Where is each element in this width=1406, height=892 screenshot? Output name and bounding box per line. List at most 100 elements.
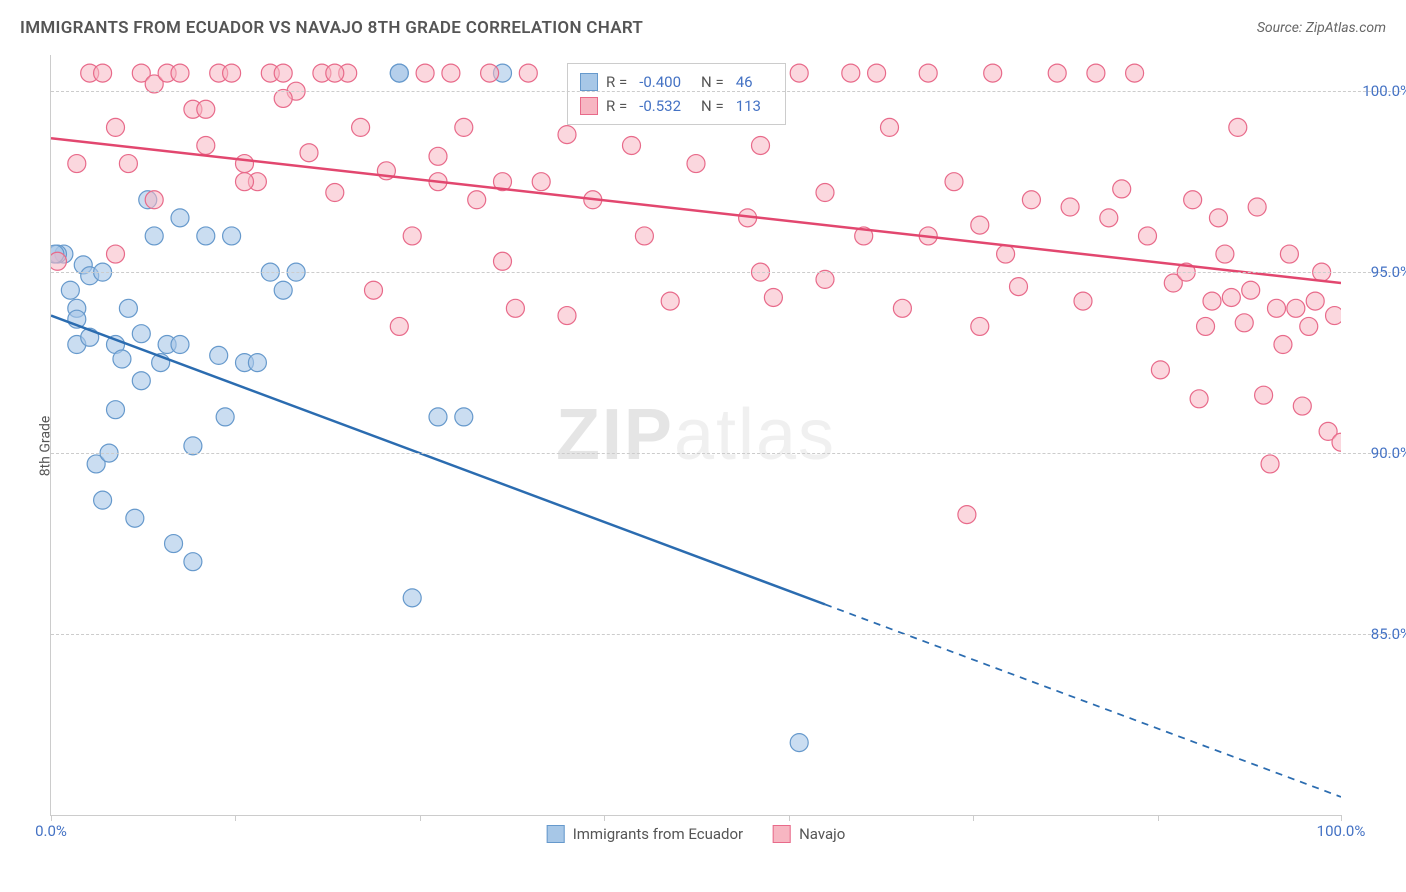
scatter-point xyxy=(171,64,189,82)
scatter-point xyxy=(1287,299,1305,317)
scatter-point xyxy=(868,64,886,82)
scatter-point xyxy=(145,191,163,209)
scatter-point xyxy=(68,299,86,317)
stat-value-r: -0.400 xyxy=(639,70,681,94)
scatter-point xyxy=(1087,64,1105,82)
legend-item: Navajo xyxy=(773,825,845,843)
trend-line xyxy=(51,316,825,605)
scatter-point xyxy=(1242,281,1260,299)
scatter-point xyxy=(171,336,189,354)
scatter-point xyxy=(790,734,808,752)
scatter-point xyxy=(842,64,860,82)
stat-label-r: R = xyxy=(606,70,627,94)
legend-label: Immigrants from Ecuador xyxy=(573,825,743,843)
scatter-point xyxy=(855,227,873,245)
scatter-point xyxy=(1255,386,1273,404)
scatter-point xyxy=(455,118,473,136)
scatter-point xyxy=(1113,180,1131,198)
scatter-point xyxy=(635,227,653,245)
x-tick xyxy=(973,815,974,821)
scatter-point xyxy=(236,155,254,173)
scatter-point xyxy=(1229,118,1247,136)
scatter-point xyxy=(145,227,163,245)
scatter-point xyxy=(1222,288,1240,306)
scatter-point xyxy=(1203,292,1221,310)
stats-legend-row: R =-0.400N =46 xyxy=(580,70,773,94)
trend-line xyxy=(51,138,1341,283)
scatter-point xyxy=(919,227,937,245)
legend-item: Immigrants from Ecuador xyxy=(547,825,743,843)
scatter-point xyxy=(339,64,357,82)
scatter-point xyxy=(236,354,254,372)
y-tick-label: 95.0% xyxy=(1371,263,1406,281)
scatter-point xyxy=(132,325,150,343)
x-tick xyxy=(51,815,52,821)
scatter-point xyxy=(506,299,524,317)
stats-legend-row: R =-0.532N =113 xyxy=(580,94,773,118)
scatter-point xyxy=(197,227,215,245)
x-tick xyxy=(604,815,605,821)
scatter-point xyxy=(94,491,112,509)
x-tick-label: 0.0% xyxy=(35,822,67,840)
title-bar: IMMIGRANTS FROM ECUADOR VS NAVAJO 8TH GR… xyxy=(20,18,1386,38)
scatter-point xyxy=(558,307,576,325)
scatter-point xyxy=(119,299,137,317)
scatter-point xyxy=(752,136,770,154)
stats-legend: R =-0.400N =46R =-0.532N =113 xyxy=(567,63,786,125)
scatter-point xyxy=(51,245,66,263)
scatter-point xyxy=(881,118,899,136)
scatter-point xyxy=(94,64,112,82)
scatter-point xyxy=(764,288,782,306)
chart-container: IMMIGRANTS FROM ECUADOR VS NAVAJO 8TH GR… xyxy=(0,0,1406,892)
scatter-point xyxy=(481,64,499,82)
legend-swatch xyxy=(547,825,565,843)
scatter-point xyxy=(107,245,125,263)
y-tick-label: 90.0% xyxy=(1371,444,1406,462)
series-legend: Immigrants from Ecuador Navajo xyxy=(547,825,846,843)
scatter-point xyxy=(81,328,99,346)
legend-swatch xyxy=(580,73,598,91)
scatter-point xyxy=(68,310,86,328)
scatter-point xyxy=(1268,299,1286,317)
scatter-point xyxy=(87,455,105,473)
scatter-point xyxy=(126,509,144,527)
watermark: ZIPatlas xyxy=(556,394,836,476)
stat-value-r: -0.532 xyxy=(639,94,681,118)
scatter-point xyxy=(171,209,189,227)
scatter-point xyxy=(661,292,679,310)
scatter-point xyxy=(519,64,537,82)
scatter-point xyxy=(893,299,911,317)
legend-swatch xyxy=(580,97,598,115)
legend-swatch xyxy=(773,825,791,843)
scatter-point xyxy=(210,64,228,82)
scatter-point xyxy=(1197,317,1215,335)
scatter-point xyxy=(210,346,228,364)
scatter-point xyxy=(1074,292,1092,310)
scatter-point xyxy=(1126,64,1144,82)
plot-area: ZIPatlas R =-0.400N =46R =-0.532N =113 I… xyxy=(50,55,1341,816)
scatter-point xyxy=(945,173,963,191)
x-tick xyxy=(789,815,790,821)
scatter-point xyxy=(997,245,1015,263)
scatter-point xyxy=(390,64,408,82)
scatter-point xyxy=(532,173,550,191)
scatter-point xyxy=(1274,336,1292,354)
scatter-point xyxy=(442,64,460,82)
scatter-point xyxy=(223,64,241,82)
scatter-point xyxy=(51,252,66,270)
scatter-point xyxy=(1184,191,1202,209)
scatter-point xyxy=(1190,390,1208,408)
scatter-point xyxy=(248,173,266,191)
scatter-point xyxy=(1332,433,1341,451)
scatter-point xyxy=(1061,198,1079,216)
y-tick-label: 100.0% xyxy=(1362,82,1406,100)
scatter-point xyxy=(1209,209,1227,227)
scatter-point xyxy=(403,589,421,607)
scatter-point xyxy=(739,209,757,227)
scatter-point xyxy=(326,184,344,202)
stat-value-n: 46 xyxy=(736,70,753,94)
scatter-point xyxy=(1022,191,1040,209)
scatter-point xyxy=(197,100,215,118)
scatter-point xyxy=(61,281,79,299)
chart-svg xyxy=(51,55,1341,815)
